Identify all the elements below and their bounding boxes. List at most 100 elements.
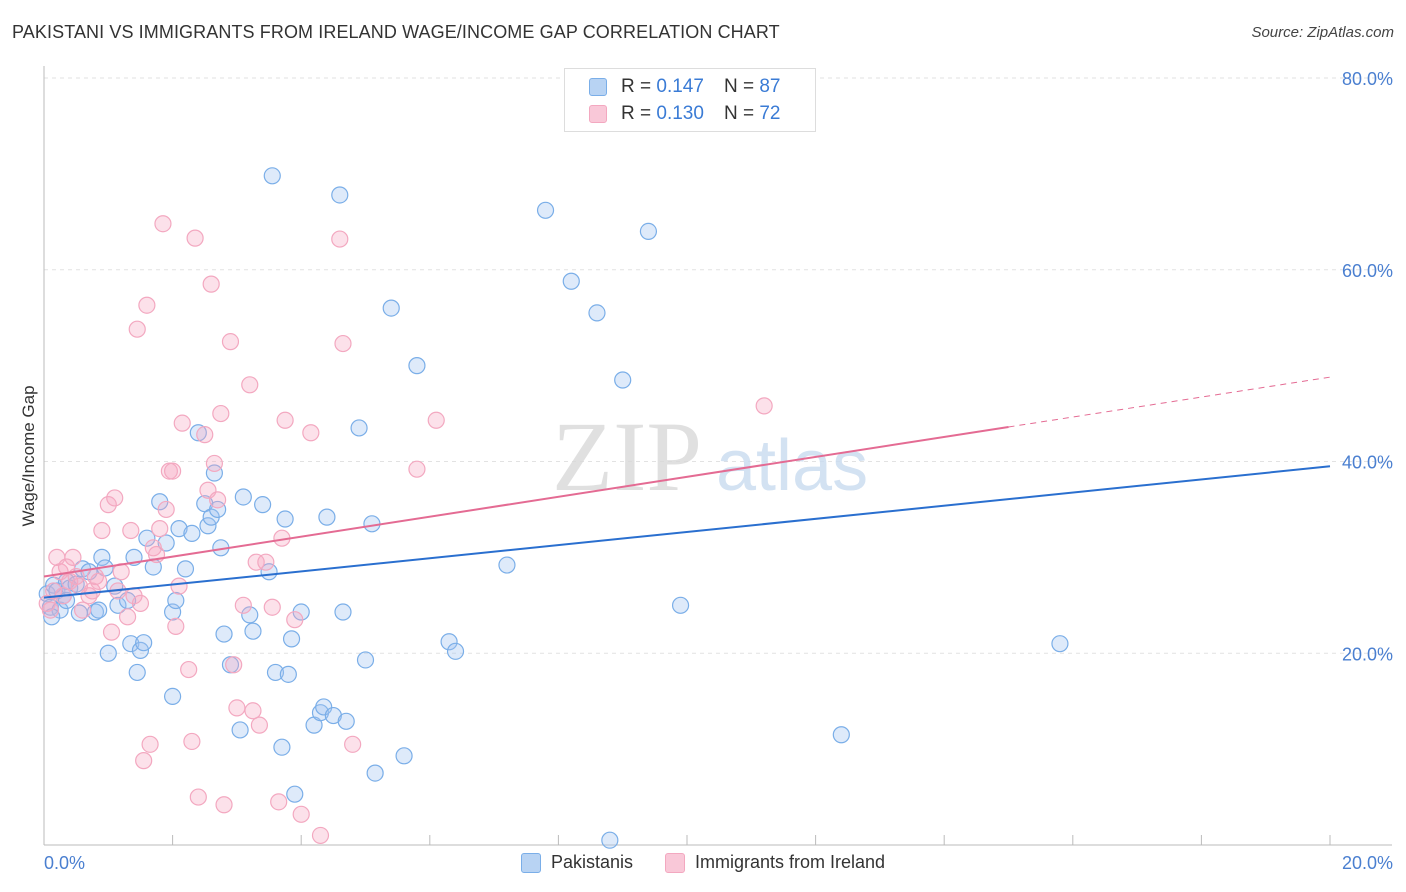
point-pakistanis-76 bbox=[588, 304, 606, 322]
legend-n-value-2: 72 bbox=[759, 103, 781, 124]
chart-title: PAKISTANI VS IMMIGRANTS FROM IRELAND WAG… bbox=[12, 22, 780, 42]
point-pakistanis-85 bbox=[164, 687, 182, 705]
point-pakistanis-40 bbox=[215, 625, 233, 643]
point-pakistanis-43 bbox=[234, 488, 252, 506]
legend-swatch-ireland-bottom bbox=[664, 852, 685, 873]
point-ireland-52 bbox=[225, 656, 243, 674]
point-ireland-47 bbox=[205, 454, 223, 473]
watermark-zip: ZIP bbox=[552, 401, 702, 512]
point-pakistanis-62 bbox=[334, 603, 352, 621]
point-ireland-17 bbox=[99, 496, 117, 514]
point-ireland-69 bbox=[334, 334, 352, 353]
point-pakistanis-77 bbox=[601, 831, 619, 849]
point-pakistanis-33 bbox=[189, 424, 207, 442]
legend-n-label-2: N = bbox=[723, 103, 755, 124]
point-ireland-61 bbox=[270, 793, 288, 811]
trend-line-pakistanis bbox=[43, 465, 1331, 599]
point-ireland-63 bbox=[276, 411, 294, 429]
legend-swatch-ireland bbox=[589, 105, 607, 123]
point-ireland-71 bbox=[408, 460, 426, 478]
point-ireland-72 bbox=[427, 411, 445, 429]
point-pakistanis-83 bbox=[43, 608, 61, 626]
point-pakistanis-31 bbox=[176, 560, 195, 578]
point-pakistanis-61 bbox=[331, 186, 349, 204]
point-pakistanis-42 bbox=[231, 721, 249, 739]
point-ireland-73 bbox=[755, 397, 773, 415]
y-tick-label-80: 80.0% bbox=[1342, 69, 1393, 89]
legend-r-value-2: 0.130 bbox=[656, 103, 704, 124]
point-ireland-22 bbox=[118, 608, 137, 626]
point-pakistanis-23 bbox=[135, 634, 153, 652]
point-pakistanis-59 bbox=[318, 508, 336, 526]
y-tick-label-20: 20.0% bbox=[1342, 644, 1393, 664]
point-ireland-70 bbox=[344, 735, 362, 753]
point-ireland-68 bbox=[331, 230, 349, 248]
point-pakistanis-21 bbox=[122, 635, 140, 653]
trend-line-ireland bbox=[43, 425, 1009, 578]
point-ireland-49 bbox=[212, 404, 230, 423]
point-ireland-16 bbox=[93, 521, 111, 540]
point-pakistanis-27 bbox=[157, 534, 175, 552]
point-pakistanis-80 bbox=[671, 596, 690, 614]
point-pakistanis-37 bbox=[205, 464, 223, 482]
point-pakistanis-44 bbox=[241, 606, 259, 624]
trend-line-extension-ireland bbox=[1008, 376, 1331, 428]
point-ireland-33 bbox=[154, 215, 172, 233]
point-pakistanis-82 bbox=[1051, 635, 1069, 653]
point-pakistanis-71 bbox=[440, 633, 458, 651]
point-pakistanis-45 bbox=[244, 622, 262, 640]
legend-item-pakistanis[interactable]: Pakistanis bbox=[520, 852, 633, 873]
point-pakistanis-16 bbox=[99, 644, 117, 662]
point-pakistanis-74 bbox=[536, 201, 555, 219]
point-ireland-64 bbox=[286, 611, 304, 629]
correlation-legend: R = 0.147 N = 87 R = 0.130 N = 72 bbox=[564, 68, 816, 132]
point-ireland-18 bbox=[102, 623, 121, 641]
legend-label-ireland: Immigrants from Ireland bbox=[694, 852, 886, 872]
point-pakistanis-30 bbox=[170, 520, 188, 538]
point-ireland-66 bbox=[302, 424, 320, 442]
point-ireland-34 bbox=[157, 500, 175, 519]
point-ireland-56 bbox=[244, 702, 262, 720]
point-pakistanis-73 bbox=[498, 556, 516, 574]
point-pakistanis-64 bbox=[350, 419, 368, 437]
point-pakistanis-65 bbox=[356, 651, 375, 669]
point-pakistanis-50 bbox=[273, 738, 291, 756]
point-pakistanis-18 bbox=[109, 596, 127, 614]
point-pakistanis-75 bbox=[562, 272, 580, 290]
legend-swatch-pakistanis-bottom bbox=[520, 852, 541, 873]
point-pakistanis-72 bbox=[446, 642, 465, 660]
legend-n-label-1: N = bbox=[723, 76, 755, 97]
point-ireland-28 bbox=[138, 296, 156, 314]
legend-item-ireland[interactable]: Immigrants from Ireland bbox=[664, 852, 886, 873]
point-pakistanis-51 bbox=[276, 510, 294, 528]
point-ireland-40 bbox=[180, 660, 198, 679]
point-ireland-51 bbox=[221, 333, 240, 351]
point-ireland-46 bbox=[202, 275, 220, 293]
legend-label-pakistanis: Pakistanis bbox=[550, 852, 633, 872]
point-pakistanis-13 bbox=[90, 601, 108, 619]
point-ireland-36 bbox=[164, 462, 182, 480]
point-ireland-26 bbox=[131, 594, 150, 612]
point-pakistanis-58 bbox=[315, 698, 333, 716]
series-legend: Pakistanis Immigrants from Ireland bbox=[0, 852, 1406, 873]
legend-n-value-1: 87 bbox=[759, 76, 781, 97]
legend-row-ireland: R = 0.130 N = 72 bbox=[589, 102, 780, 126]
point-ireland-60 bbox=[263, 598, 281, 616]
legend-r-value-1: 0.147 bbox=[656, 76, 704, 97]
point-pakistanis-46 bbox=[254, 496, 272, 514]
point-ireland-39 bbox=[173, 414, 191, 432]
watermark-atlas: atlas bbox=[716, 426, 868, 506]
point-ireland-11 bbox=[73, 601, 92, 619]
point-pakistanis-52 bbox=[279, 665, 297, 683]
point-ireland-54 bbox=[234, 596, 252, 614]
point-pakistanis-54 bbox=[286, 785, 304, 803]
point-pakistanis-49 bbox=[266, 663, 285, 682]
point-ireland-42 bbox=[186, 229, 204, 247]
point-ireland-15 bbox=[90, 572, 108, 590]
point-pakistanis-14 bbox=[93, 548, 111, 566]
legend-row-pakistanis: R = 0.147 N = 87 bbox=[589, 75, 780, 99]
point-ireland-48 bbox=[209, 491, 227, 509]
point-pakistanis-79 bbox=[639, 222, 658, 240]
point-ireland-44 bbox=[196, 426, 214, 444]
